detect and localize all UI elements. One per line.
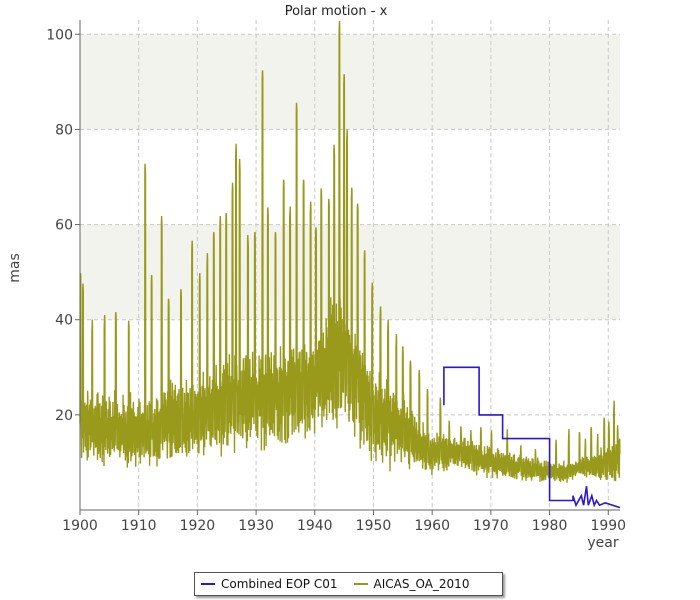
legend-swatch-combined-eop xyxy=(201,583,215,585)
y-tick-label-80: 80 xyxy=(55,122,73,138)
legend-label-aicas: AICAS_OA_2010 xyxy=(373,577,470,591)
plot-background xyxy=(80,34,620,320)
x-tick-label-1950: 1950 xyxy=(356,518,392,534)
axes xyxy=(79,20,620,511)
x-tick-label-1980: 1980 xyxy=(532,518,568,534)
y-axis-label: mas xyxy=(7,253,23,283)
x-tick-label-1930: 1930 xyxy=(238,518,274,534)
x-tick-label-1970: 1970 xyxy=(473,518,509,534)
legend-swatch-aicas xyxy=(353,583,368,585)
legend-item-aicas[interactable]: AICAS_OA_2010 xyxy=(353,577,470,591)
legend-label-combined-eop: Combined EOP C01 xyxy=(221,577,338,591)
y-tick-label-40: 40 xyxy=(55,313,73,329)
chart-title: Polar motion - x xyxy=(285,4,388,19)
tick-labels: 1900 1910 1920 1930 1940 1950 1960 1970 1980 1990… xyxy=(46,27,626,534)
legend: Combined EOP C01 AICAS_OA_2010 xyxy=(194,572,503,596)
x-tick-label-1990: 1990 xyxy=(590,518,626,534)
band-0 xyxy=(80,224,620,320)
legend-item-combined-eop[interactable]: Combined EOP C01 xyxy=(201,577,338,591)
x-tick-label-1910: 1910 xyxy=(121,518,157,534)
x-axis-label: year xyxy=(587,535,618,551)
band-1 xyxy=(80,34,620,130)
series-layer xyxy=(79,20,621,509)
x-tick-label-1900: 1900 xyxy=(62,518,98,534)
x-tick-label-1960: 1960 xyxy=(414,518,450,534)
series-combined-eop-c01-line xyxy=(443,366,621,509)
x-tick-label-1920: 1920 xyxy=(180,518,216,534)
y-tick-label-60: 60 xyxy=(55,218,73,234)
y-tick-label-20: 20 xyxy=(55,408,73,424)
x-tick-label-1940: 1940 xyxy=(297,518,333,534)
y-tick-label-100: 100 xyxy=(46,27,73,43)
series-aicas-oa-2010-line xyxy=(79,20,621,483)
